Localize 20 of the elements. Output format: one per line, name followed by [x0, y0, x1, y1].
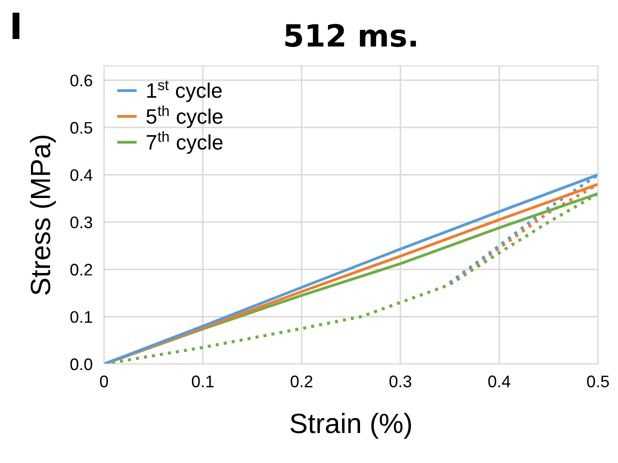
x-tick-label: 0	[100, 376, 108, 388]
y-axis-title: Stress (MPa)	[30, 136, 56, 295]
legend-label: 7$^{th}$ cycle	[146, 131, 222, 154]
y-tick-label: 0.5	[70, 122, 92, 134]
text: I	[12, 12, 20, 40]
y-tick-label: 0.6	[70, 74, 92, 86]
x-tick-label: 0.3	[389, 376, 412, 388]
x-tick-label: 0.2	[290, 376, 312, 388]
y-tick-label: 0.0	[70, 358, 92, 370]
x-axis-title: Strain (%)	[290, 412, 412, 439]
legend-label: 5$^{th}$ cycle	[146, 105, 222, 128]
y-tick-label: 0.2	[70, 264, 92, 276]
y-tick-label: 0.4	[70, 169, 92, 181]
x-tick-label: 0.5	[587, 376, 609, 388]
y-tick-label: 0.3	[70, 216, 92, 228]
x-tick-label: 0.4	[488, 376, 510, 388]
legend-label: 1$^{st}$ cycle	[147, 80, 222, 102]
x-tick-label: 0.1	[192, 376, 214, 388]
y-tick-label: 0.1	[70, 311, 92, 323]
chart-title: 512 ms.	[285, 24, 416, 47]
